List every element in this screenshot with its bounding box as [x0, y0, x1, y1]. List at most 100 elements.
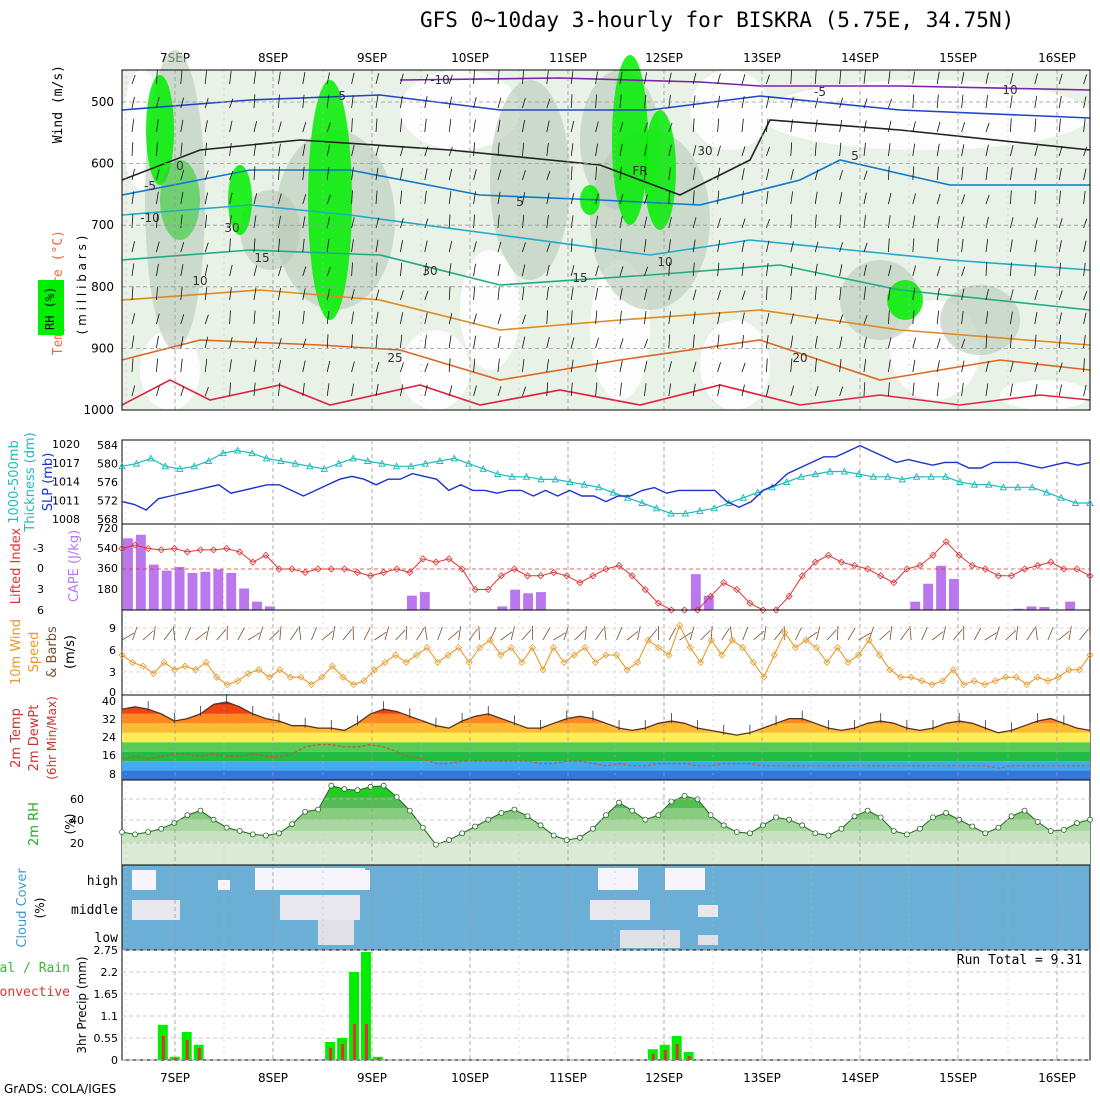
wind-barb-10m: [1027, 628, 1035, 640]
cape-bar: [252, 602, 262, 610]
wind-barb-10m: [375, 632, 387, 640]
rh-marker: [983, 831, 988, 836]
contour-label: 10: [1002, 83, 1017, 97]
cape-ylabel-li: Lifted Index: [9, 527, 24, 604]
day-label-top: 10SEP: [451, 51, 489, 65]
wind-barb-10m: [343, 629, 352, 640]
li-tick-label: 6: [37, 604, 44, 617]
wind-barb-10m: [932, 632, 943, 640]
wind-barb-10m: [638, 626, 641, 640]
thickness-tick-label: 584: [97, 439, 118, 452]
wind-barb-10m: [553, 633, 565, 640]
rh-marker: [747, 831, 752, 836]
contour-label: -5: [144, 179, 156, 193]
cloud-ylabel-a: Cloud Cover: [15, 868, 30, 948]
li-tick-label: -3: [33, 542, 44, 555]
wind-barb-10m: [1079, 629, 1088, 640]
precip-convective-bar: [353, 1024, 356, 1060]
cape-tick-label: 720: [97, 522, 118, 535]
li-tick-label: 0: [37, 562, 44, 575]
rh-marker: [917, 826, 922, 831]
day-label-bottom: 14SEP: [841, 1071, 879, 1085]
wind-barb-10m: [164, 629, 172, 640]
wind-barb-10m: [269, 630, 279, 640]
precip-convective-bar: [688, 1056, 691, 1060]
rh-marker: [224, 825, 229, 830]
wind-barb-10m: [974, 628, 981, 640]
rh-marker: [355, 788, 360, 793]
wind-barb-10m: [701, 630, 711, 640]
precip-convective-bar: [341, 1044, 344, 1060]
rh-marker: [970, 824, 975, 829]
contour-label: 5: [851, 149, 859, 163]
slp-tick-label: 1014: [52, 476, 80, 489]
upper-ylabel-rh: RH (%): [43, 287, 57, 330]
wind-barb-10m: [901, 629, 909, 640]
rh-marker: [146, 830, 151, 835]
rh-marker: [604, 813, 609, 818]
rh-ylabel-b: (%): [63, 814, 77, 835]
cape-bar: [1026, 606, 1036, 610]
rh-marker: [551, 833, 556, 838]
thickness-line: [122, 451, 1090, 514]
wind-barb-10m: [1036, 626, 1038, 640]
cape-bar: [265, 606, 275, 610]
cloud-mid-patch: [590, 900, 650, 920]
wind-barb-10m: [1048, 627, 1053, 640]
day-label-top: 15SEP: [939, 51, 977, 65]
wind-barb-10m: [985, 633, 997, 640]
rh-marker: [813, 831, 818, 836]
temp-tick-label: 16: [102, 749, 116, 762]
wind-tick-label: 3: [109, 666, 116, 679]
cloud-row-label: high: [87, 874, 118, 889]
cape-bar: [213, 569, 223, 610]
contour-label: -5: [334, 89, 346, 103]
cloud-low-patch: [318, 920, 354, 945]
precip-convective-bar: [186, 1040, 189, 1060]
rh-marker: [120, 830, 125, 835]
upper-ylabel-wind: Wind (m/s): [51, 65, 66, 143]
rh-marker: [996, 825, 1001, 830]
cape-bar: [162, 571, 172, 610]
cape-bar: [691, 574, 701, 610]
slp-line: [122, 446, 1090, 510]
day-label-top: 13SEP: [743, 51, 781, 65]
temp-band: [122, 695, 1090, 704]
rh-marker: [250, 832, 255, 837]
wind-barb-10m: [143, 631, 153, 640]
day-label-bottom: 11SEP: [549, 1071, 587, 1085]
cape-bar: [936, 566, 946, 610]
upper-clear-patch: [760, 80, 1090, 150]
rh-marker: [630, 808, 635, 813]
wind-barb-10m: [511, 626, 514, 640]
wind-barb-10m: [196, 632, 207, 640]
rh-bands: [122, 780, 1090, 865]
contour-label: 15: [572, 271, 587, 285]
temp-tick-label: 24: [102, 731, 116, 744]
rh-band: [122, 842, 1090, 865]
rh-marker: [891, 829, 896, 834]
day-label-bottom: 8SEP: [258, 1071, 288, 1085]
cape-bar: [188, 573, 198, 610]
cloud-mid-patch: [280, 895, 360, 920]
wind-ylabel-c: & Barbs: [45, 626, 60, 678]
wind-barb-10m: [1006, 630, 1016, 640]
day-label-bottom: 9SEP: [357, 1071, 387, 1085]
wind-barb-10m: [438, 627, 443, 640]
wind-barb-10m: [417, 628, 424, 640]
precip-convective-bar: [162, 1036, 165, 1060]
rh-marker: [1022, 808, 1027, 813]
precip-convective-bar: [664, 1050, 667, 1060]
cloud-high-patch: [132, 870, 156, 890]
wind-tick-label: 9: [109, 622, 116, 635]
rh-marker: [172, 821, 177, 826]
contour-label: 10: [192, 274, 207, 288]
wind-barb-10m: [627, 631, 638, 640]
wind-barb-10m: [290, 628, 298, 640]
wind-barb-10m: [1016, 626, 1017, 640]
wind-barb-10m: [722, 628, 730, 640]
day-label-top: 16SEP: [1038, 51, 1076, 65]
upper-clear-patch: [460, 250, 520, 370]
slp-ylabel-b: Thickness (dm): [23, 432, 38, 532]
rh-marker: [276, 831, 281, 836]
